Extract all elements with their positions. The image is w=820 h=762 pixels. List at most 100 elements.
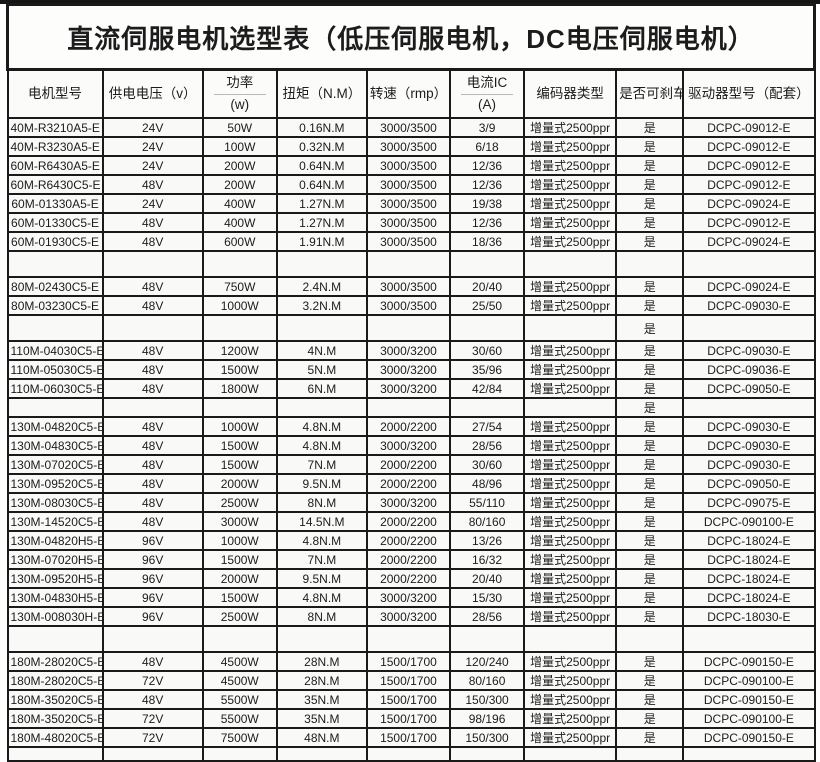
cell-col5: 150/300 — [448, 727, 526, 748]
cell-col6 — [523, 625, 618, 653]
cell-col5: 28/56 — [448, 606, 526, 627]
cell-col5: 55/110 — [448, 492, 526, 513]
cell-col1: 48V — [101, 359, 204, 380]
cell-col1: 48V — [101, 174, 204, 195]
cell-col1 — [101, 746, 204, 762]
cell-col3 — [275, 625, 368, 653]
cell-col3: 1.27N.M — [275, 193, 368, 214]
cell-col1: 48V — [101, 276, 204, 297]
cell-col4: 3000/3500 — [365, 212, 452, 233]
table-row: 110M-06030C5-E 48V 1800W 6N.M 3000/3200 42/84… — [6, 378, 816, 399]
cell-col3: 48N.M — [275, 727, 368, 748]
cell-col0: 60M-R6430A5-E — [6, 155, 104, 176]
cell-col3: 28N.M — [275, 651, 368, 672]
cell-col4: 3000/3200 — [365, 492, 452, 513]
cell-col1: 96V — [101, 587, 204, 608]
table-row: 60M-01330A5-E 24V 400W 1.27N.M 3000/3500 19/3… — [6, 193, 816, 214]
cell-col5 — [448, 250, 526, 278]
cell-col1: 48V — [101, 511, 204, 532]
cell-col5: 12/36 — [448, 174, 526, 195]
cell-col6: 增量式2500ppr — [523, 689, 618, 710]
cell-col6: 增量式2500ppr — [523, 651, 618, 672]
cell-col0 — [6, 314, 104, 342]
table-row: 130M-14520C5-E 48V 3000W 14.5N.M 2000/2200 80… — [6, 511, 816, 532]
cell-col3: 4.8N.M — [275, 416, 368, 437]
cell-col4: 3000/3500 — [365, 295, 452, 316]
cell-col2: 750W — [201, 276, 278, 297]
separator-row — [6, 746, 816, 762]
cell-col4: 3000/3500 — [365, 136, 452, 157]
table-row: 130M-09520H5-E 96V 2000W 9.5N.M 2000/2200 20/… — [6, 568, 816, 589]
cell-col1: 48V — [101, 454, 204, 475]
cell-col3 — [275, 397, 368, 418]
cell-col8: DCPC-09030-E — [682, 416, 816, 437]
cell-col8: DCPC-09012-E — [682, 212, 816, 233]
cell-col1: 72V — [101, 708, 204, 729]
cell-col4: 2000/2200 — [365, 473, 452, 494]
cell-col1 — [101, 314, 204, 342]
cell-col8: DCPC-09012-E — [682, 174, 816, 195]
cell-col0: 130M-08030C5-E — [6, 492, 104, 513]
separator-row: 是 — [6, 397, 816, 418]
cell-col3: 0.32N.M — [275, 136, 368, 157]
cell-col6: 增量式2500ppr — [523, 670, 618, 691]
table-row: 130M-09520C5-E 48V 2000W 9.5N.M 2000/2200 48/… — [6, 473, 816, 494]
cell-col8: DCPC-09050-E — [682, 473, 816, 494]
cell-col3: 7N.M — [275, 549, 368, 570]
cell-col0: 60M-01930C5-E — [6, 231, 104, 252]
cell-col6: 增量式2500ppr — [523, 193, 618, 214]
cell-col1: 24V — [101, 193, 204, 214]
cell-col7: 是 — [615, 212, 685, 233]
cell-col8: DCPC-18024-E — [682, 568, 816, 589]
column-header-4: 转速（rmp） — [365, 68, 452, 119]
cell-col1: 24V — [101, 117, 204, 138]
cell-col3: 35N.M — [275, 689, 368, 710]
cell-col3: 1.91N.M — [275, 231, 368, 252]
cell-col6: 增量式2500ppr — [523, 378, 618, 399]
table-row: 130M-07020C5-E 48V 1500W 7N.M 2000/2200 30/60… — [6, 454, 816, 475]
cell-col6: 增量式2500ppr — [523, 435, 618, 456]
table-row: 130M-008030H-E 96V 2500W 8N.M 3000/3200 28/56… — [6, 606, 816, 627]
cell-col3: 28N.M — [275, 670, 368, 691]
cell-col5: 42/84 — [448, 378, 526, 399]
cell-col6: 增量式2500ppr — [523, 276, 618, 297]
cell-col2: 2500W — [201, 606, 278, 627]
cell-col8: DCPC-090100-E — [682, 708, 816, 729]
cell-col7: 是 — [615, 397, 685, 418]
cell-col7: 是 — [615, 435, 685, 456]
cell-col1: 48V — [101, 212, 204, 233]
cell-col2: 100W — [201, 136, 278, 157]
cell-col4: 1500/1700 — [365, 670, 452, 691]
cell-col2: 2000W — [201, 568, 278, 589]
cell-col4: 3000/3200 — [365, 378, 452, 399]
cell-col0: 130M-14520C5-E — [6, 511, 104, 532]
table-row: 180M-35020C5-E 48V 5500W 35N.M 1500/1700 150/… — [6, 689, 816, 710]
cell-col2: 1000W — [201, 295, 278, 316]
cell-col2: 5500W — [201, 689, 278, 710]
cell-col0: 60M-01330A5-E — [6, 193, 104, 214]
cell-col4: 3000/3200 — [365, 359, 452, 380]
cell-col6: 增量式2500ppr — [523, 473, 618, 494]
cell-col4: 3000/3500 — [365, 231, 452, 252]
cell-col0: 80M-02430C5-E — [6, 276, 104, 297]
cell-col7: 是 — [615, 340, 685, 361]
cell-col4: 3000/3200 — [365, 587, 452, 608]
cell-col7: 是 — [615, 651, 685, 672]
cell-col8: DCPC-09030-E — [682, 435, 816, 456]
cell-col7 — [615, 250, 685, 278]
cell-col7: 是 — [615, 587, 685, 608]
cell-col3: 35N.M — [275, 708, 368, 729]
table-row: 60M-01330C5-E 48V 400W 1.27N.M 3000/3500 12/3… — [6, 212, 816, 233]
cell-col2: 5500W — [201, 708, 278, 729]
table-row: 130M-04830C5-E 48V 1500W 4.8N.M 3000/3200 28/… — [6, 435, 816, 456]
cell-col4 — [365, 250, 452, 278]
column-header-8: 驱动器型号（配套） — [682, 68, 816, 119]
cell-col4: 1500/1700 — [365, 727, 452, 748]
cell-col4: 2000/2200 — [365, 549, 452, 570]
cell-col6: 增量式2500ppr — [523, 530, 618, 551]
header-divider-line — [213, 93, 266, 95]
table-row: 60M-R6430A5-E 24V 200W 0.64N.M 3000/3500 12/3… — [6, 155, 816, 176]
cell-col7: 是 — [615, 454, 685, 475]
top-border-rule — [0, 0, 820, 4]
cell-col3: 4.8N.M — [275, 435, 368, 456]
